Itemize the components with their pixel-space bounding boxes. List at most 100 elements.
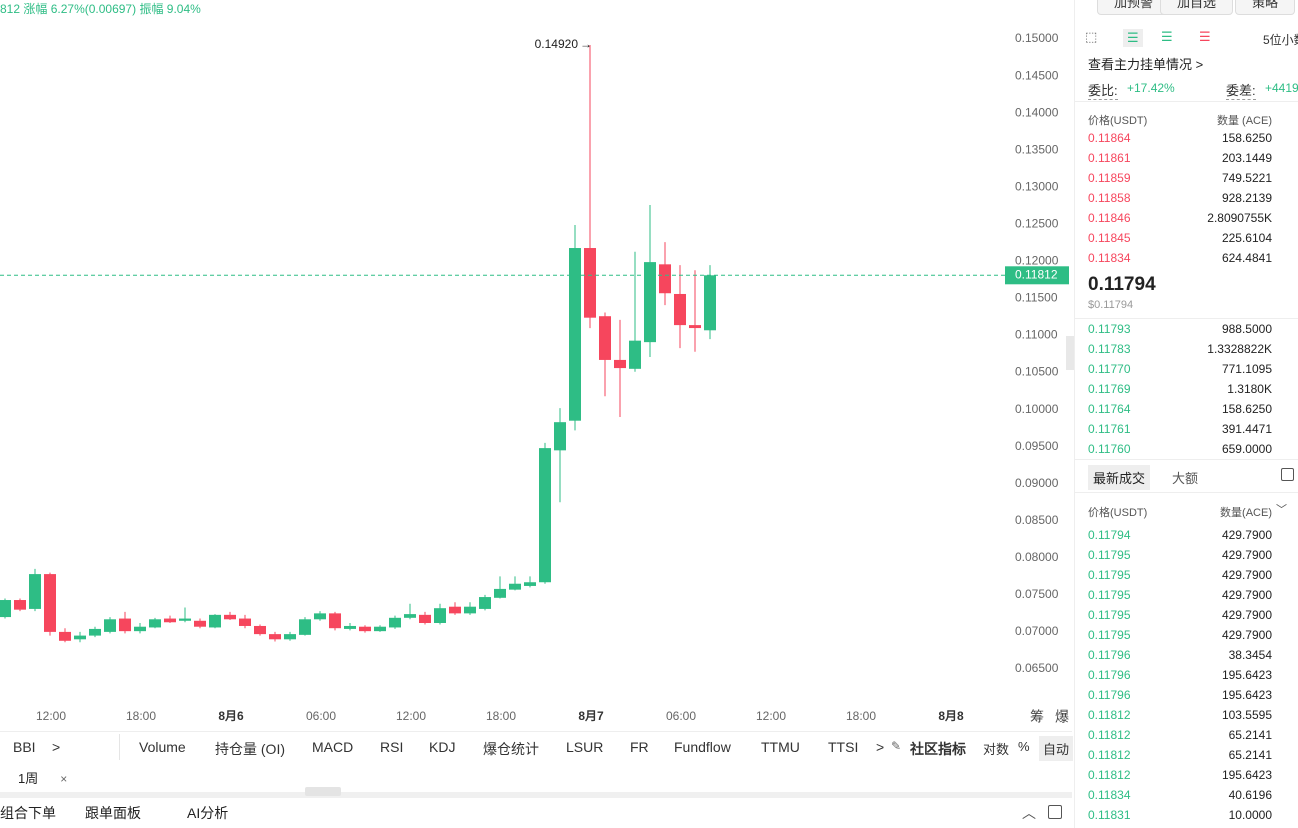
trade-qty[interactable]: 195.6423 xyxy=(1221,688,1272,702)
ask-qty[interactable]: 928.2139 xyxy=(1221,191,1272,205)
indicator-tab[interactable]: > xyxy=(876,739,885,755)
bid-qty[interactable]: 1.3328822K xyxy=(1207,342,1272,356)
ask-price[interactable]: 0.11858 xyxy=(1088,191,1131,205)
indicator-tab[interactable]: 对数 xyxy=(983,742,1010,757)
trade-price[interactable]: 0.11794 xyxy=(1088,528,1131,542)
bid-qty[interactable]: 988.5000 xyxy=(1221,322,1272,336)
trade-price[interactable]: 0.11795 xyxy=(1088,628,1131,642)
precision[interactable]: 5位小数 xyxy=(1263,33,1298,47)
trade-qty[interactable]: 429.7900 xyxy=(1221,528,1272,542)
bid-qty[interactable]: 391.4471 xyxy=(1221,422,1272,436)
indicator-tab[interactable]: Fundflow xyxy=(674,739,731,755)
ask-price[interactable]: 0.11846 xyxy=(1088,211,1131,225)
indicator-tab[interactable]: 自动 xyxy=(1039,736,1074,761)
trade-qty[interactable]: 429.7900 xyxy=(1221,628,1272,642)
top-button[interactable]: 策略 xyxy=(1235,0,1296,15)
bottom-tab[interactable]: AI分析 xyxy=(187,805,229,821)
trade-qty[interactable]: 429.7900 xyxy=(1221,548,1272,562)
ask-qty[interactable]: 749.5221 xyxy=(1221,171,1272,185)
view-icon[interactable]: ☰ xyxy=(1123,29,1143,47)
trade-price[interactable]: 0.11834 xyxy=(1088,788,1131,802)
trade-price[interactable]: 0.11795 xyxy=(1088,608,1131,622)
trade-price[interactable]: 0.11812 xyxy=(1088,708,1131,722)
trade-qty[interactable]: 195.6423 xyxy=(1221,668,1272,682)
trade-qty[interactable]: 10.0000 xyxy=(1228,808,1272,822)
trade-qty[interactable]: 429.7900 xyxy=(1221,588,1272,602)
y-tick-label: 0.09500 xyxy=(1015,439,1059,453)
indicator-tab[interactable]: FR xyxy=(630,739,649,755)
trade-qty[interactable]: 40.6196 xyxy=(1228,788,1272,802)
collapse-icon[interactable]: ︿ xyxy=(1022,805,1036,821)
bid-qty[interactable]: 771.1095 xyxy=(1221,362,1272,376)
ask-price[interactable]: 0.11859 xyxy=(1088,171,1131,185)
view-icon[interactable]: ⬚ xyxy=(1085,29,1098,44)
trade-price[interactable]: 0.11795 xyxy=(1088,548,1131,562)
bid-price[interactable]: 0.11769 xyxy=(1088,382,1131,396)
trade-price[interactable]: 0.11812 xyxy=(1088,768,1131,782)
bid-price[interactable]: 0.11793 xyxy=(1088,322,1131,336)
ask-price[interactable]: 0.11834 xyxy=(1088,251,1131,265)
bid-qty[interactable]: 1.3180K xyxy=(1227,382,1272,396)
indicator-tab[interactable]: % xyxy=(1018,739,1030,754)
trade-tab[interactable]: 最新成交 xyxy=(1088,465,1151,490)
trade-price[interactable]: 0.11795 xyxy=(1088,568,1131,582)
indicator-tab[interactable]: BBI xyxy=(13,739,36,755)
bid-price[interactable]: 0.11783 xyxy=(1088,342,1131,356)
indicator-tab[interactable]: Volume xyxy=(139,739,186,755)
splitter-handle[interactable] xyxy=(305,787,341,796)
bid-price[interactable]: 0.11764 xyxy=(1088,402,1131,416)
ask-qty[interactable]: 2.8090755K xyxy=(1207,211,1272,225)
trade-price[interactable]: 0.11812 xyxy=(1088,728,1131,742)
checkbox[interactable] xyxy=(1281,468,1294,481)
trade-price[interactable]: 0.11796 xyxy=(1088,648,1131,662)
ask-qty[interactable]: 158.6250 xyxy=(1221,131,1272,145)
trade-price[interactable]: 0.11812 xyxy=(1088,748,1131,762)
trade-qty[interactable]: 65.2141 xyxy=(1228,728,1272,742)
bottom-tab[interactable]: 组合下单 xyxy=(0,805,56,821)
bid-qty[interactable]: 158.6250 xyxy=(1221,402,1272,416)
trade-price[interactable]: 0.11831 xyxy=(1088,808,1131,822)
panel-toggle[interactable] xyxy=(1066,336,1074,370)
main-orders[interactable]: 查看主力挂单情况 > xyxy=(1088,57,1204,72)
expand-icon[interactable] xyxy=(1048,805,1062,819)
indicator-tab[interactable]: RSI xyxy=(380,739,404,755)
timeframe[interactable]: 1周 × xyxy=(18,768,67,787)
top-button[interactable]: 加自选 xyxy=(1160,0,1234,15)
indicator-tab[interactable]: LSUR xyxy=(566,739,604,755)
ask-qty[interactable]: 203.1449 xyxy=(1221,151,1272,165)
indicator-tab[interactable]: KDJ xyxy=(429,739,456,755)
trade-price[interactable]: 0.11795 xyxy=(1088,588,1131,602)
bottom-tab[interactable]: 跟单面板 xyxy=(85,805,141,821)
view-icon[interactable]: ☰ xyxy=(1161,29,1173,44)
indicator-tab[interactable]: > xyxy=(52,739,61,755)
edit-icon[interactable]: ✎ xyxy=(891,739,902,753)
trade-qty[interactable]: 195.6423 xyxy=(1221,768,1272,782)
trade-qty[interactable]: 429.7900 xyxy=(1221,608,1272,622)
indicator-tab[interactable]: 爆仓统计 xyxy=(483,741,539,757)
trade-tab[interactable]: 大额 xyxy=(1172,471,1199,486)
indicator-tab[interactable]: 持仓量 (OI) xyxy=(215,741,285,757)
bid-qty[interactable]: 659.0000 xyxy=(1221,442,1272,456)
trade-price[interactable]: 0.11796 xyxy=(1088,688,1131,702)
trade-qty[interactable]: 65.2141 xyxy=(1228,748,1272,762)
bid-price[interactable]: 0.11761 xyxy=(1088,422,1131,436)
ask-price[interactable]: 0.11864 xyxy=(1088,131,1131,145)
bid-price[interactable]: 0.11770 xyxy=(1088,362,1131,376)
sort-icon[interactable]: ﹀ xyxy=(1276,504,1287,516)
bid-price[interactable]: 0.11760 xyxy=(1088,442,1131,456)
ask-qty[interactable]: 624.4841 xyxy=(1221,251,1272,265)
ask-qty[interactable]: 225.6104 xyxy=(1221,231,1272,245)
indicator-tab[interactable]: TTMU xyxy=(761,739,800,755)
trade-qty[interactable]: 38.3454 xyxy=(1228,648,1272,662)
indicator-tab[interactable]: TTSI xyxy=(828,739,859,755)
trade-qty[interactable]: 103.5595 xyxy=(1221,708,1272,722)
ask-price[interactable]: 0.11861 xyxy=(1088,151,1131,165)
view-icon[interactable]: ☰ xyxy=(1199,29,1211,44)
indicator-tab[interactable]: MACD xyxy=(312,739,354,755)
ask-price[interactable]: 0.11845 xyxy=(1088,231,1131,245)
trade-price[interactable]: 0.11796 xyxy=(1088,668,1131,682)
y-tick-label: 0.07500 xyxy=(1015,587,1059,601)
indicator-tab[interactable]: 社区指标 xyxy=(910,741,966,757)
close[interactable]: × xyxy=(60,772,68,786)
trade-qty[interactable]: 429.7900 xyxy=(1221,568,1272,582)
